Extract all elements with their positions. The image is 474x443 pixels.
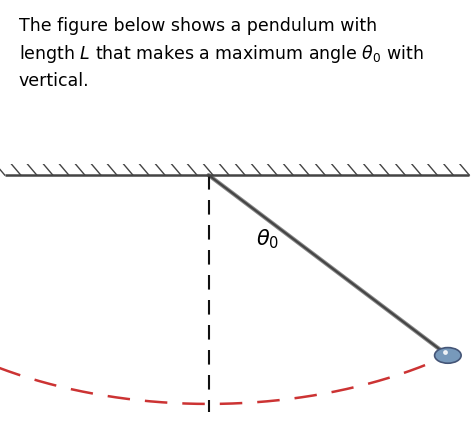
Text: $\theta_0$: $\theta_0$ (256, 227, 279, 251)
Text: The figure below shows a pendulum with
length $\mathit{L}$ that makes a maximum : The figure below shows a pendulum with l… (19, 17, 423, 90)
Circle shape (435, 348, 461, 363)
